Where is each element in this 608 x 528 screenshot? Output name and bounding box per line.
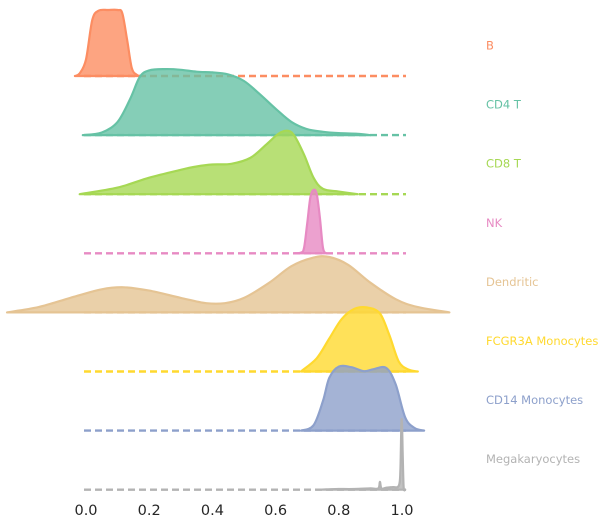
density-fcgr3a-monocytes <box>299 305 419 373</box>
labels-layer: B CD4 T CD8 T NK Dendritic FCGR3A Monocytes CD… <box>486 39 598 467</box>
x-tick-label: 0.8 <box>327 503 350 519</box>
label-nk: NK <box>486 216 503 230</box>
density-cd8-t <box>78 129 359 196</box>
x-tick-label: 1.0 <box>390 503 413 519</box>
x-tick-label: 0.2 <box>138 503 161 519</box>
density-megakaryocytes <box>315 418 407 492</box>
label-dendritic: Dendritic <box>486 275 538 289</box>
label-cd14-monocytes: CD14 Monocytes <box>486 393 583 407</box>
x-tick-label: 0.0 <box>74 503 97 519</box>
label-cd8-t: CD8 T <box>486 157 522 171</box>
density-cd14-monocytes <box>299 364 426 432</box>
label-megakaryocytes: Megakaryocytes <box>486 452 580 466</box>
density-cd4-t <box>81 67 372 137</box>
density-dendritic <box>5 255 451 314</box>
x-axis: 0.0 0.2 0.4 0.6 0.8 1.0 <box>74 503 413 519</box>
x-tick-label: 0.4 <box>201 503 224 519</box>
density-nk <box>293 188 328 255</box>
label-cd4-t: CD4 T <box>486 98 522 112</box>
x-tick-label: 0.6 <box>264 503 287 519</box>
label-fcgr3a-monocytes: FCGR3A Monocytes <box>486 334 598 348</box>
ridges-layer <box>5 8 451 492</box>
label-b: B <box>486 39 494 53</box>
density-b <box>73 8 141 78</box>
